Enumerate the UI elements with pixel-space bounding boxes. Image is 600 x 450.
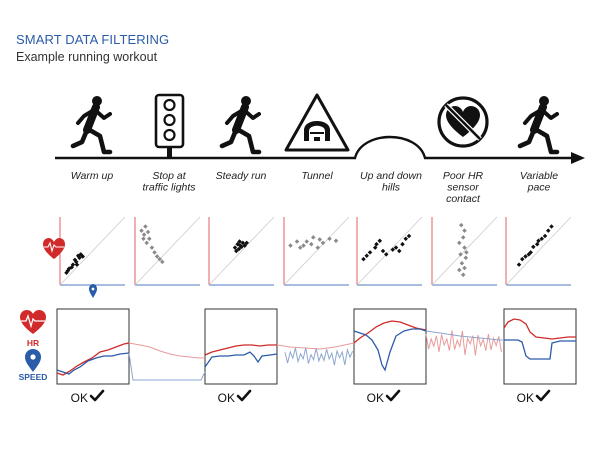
trace-box-3	[353, 308, 427, 385]
location-pin-icon	[25, 349, 41, 372]
hr-trace-filtered	[128, 342, 205, 359]
ok-status: OK	[218, 389, 252, 405]
runner-icon	[70, 96, 113, 155]
scatter-panel	[283, 216, 350, 286]
hr-trace	[353, 320, 427, 344]
ok-status: OK	[367, 389, 401, 405]
scatter-panel	[356, 216, 423, 286]
stage-label: Up and down hills	[360, 170, 422, 194]
speed-trace	[353, 328, 427, 372]
trace-box-4	[503, 308, 577, 385]
location-pin-icon	[89, 284, 97, 298]
ok-status: OK	[517, 389, 551, 405]
stage-label: Poor HR sensor contact	[443, 170, 484, 205]
hr-legend-label: HR	[27, 338, 39, 348]
ok-label: OK	[71, 391, 88, 405]
trace-box-2	[204, 308, 278, 385]
checkmark-icon	[535, 389, 551, 402]
scatter-panel	[59, 216, 126, 286]
trace-box-1	[56, 308, 130, 385]
ok-label: OK	[517, 391, 534, 405]
stage-label: Tunnel	[301, 170, 333, 182]
timeline-arrowhead	[571, 152, 585, 164]
hr-trace-filtered	[276, 342, 355, 350]
no-heart-icon	[437, 96, 489, 148]
scatter-panel	[208, 216, 275, 286]
hr-trace	[204, 344, 277, 356]
stage-label: Stop at traffic lights	[142, 170, 196, 194]
speed-trace	[504, 339, 576, 360]
speed-trace	[204, 351, 278, 368]
page-subtitle: Example running workout	[16, 50, 158, 64]
checkmark-icon	[89, 389, 105, 402]
runner-icon	[517, 96, 560, 155]
tunnel-sign-icon	[284, 93, 350, 152]
stage-label: Warm up	[71, 170, 114, 182]
stage-label: Steady run	[216, 170, 267, 182]
hr-trace	[503, 318, 576, 340]
scatter-panel	[505, 216, 572, 286]
runner-icon	[219, 96, 262, 155]
heart-pulse-icon	[20, 310, 46, 334]
traffic-light-icon	[154, 93, 185, 158]
heart-pulse-icon	[43, 238, 65, 259]
ok-status: OK	[71, 389, 105, 405]
hr-trace-filtered	[425, 330, 502, 356]
timeline-axis	[55, 135, 572, 160]
stage-label: Variable pace	[520, 170, 558, 194]
speed-trace	[56, 352, 130, 375]
checkmark-icon	[385, 389, 401, 402]
speed-legend-label: SPEED	[19, 372, 48, 382]
scatter-panel	[134, 216, 201, 286]
speed-trace-filtered	[284, 347, 354, 366]
checkmark-icon	[236, 389, 252, 402]
ok-label: OK	[367, 391, 384, 405]
ok-label: OK	[218, 391, 235, 405]
page-title: SMART DATA FILTERING	[16, 32, 170, 47]
scatter-panel	[431, 216, 498, 286]
speed-trace-filtered	[425, 330, 504, 341]
speed-trace-filtered	[128, 352, 206, 381]
hr-trace	[56, 342, 130, 376]
